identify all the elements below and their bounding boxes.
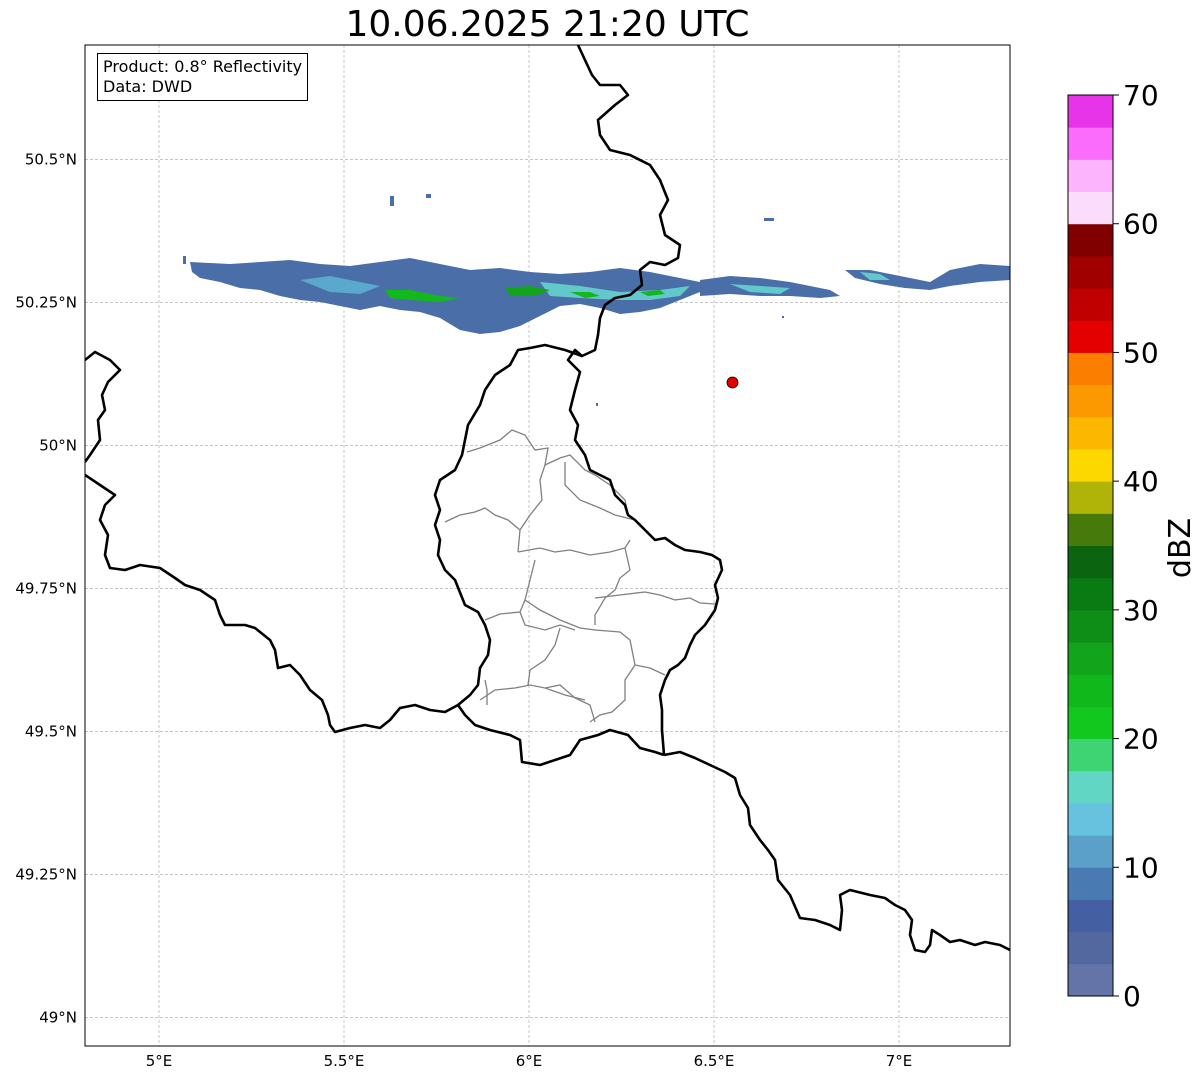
colorbar-segment <box>1068 931 1113 965</box>
product-info-box: Product: 0.8° Reflectivity Data: DWD <box>97 53 309 101</box>
echo-core-green-4 <box>640 290 665 296</box>
echo-speck <box>596 403 598 406</box>
border-lines <box>85 45 1010 954</box>
colorbar-tick-label: 70 <box>1123 79 1159 112</box>
echo-core-green-1 <box>385 290 460 302</box>
echo-speck <box>183 256 186 264</box>
map-title: 10.06.2025 21:20 UTC <box>345 4 750 45</box>
lat-tick-label: 49°N <box>39 1008 77 1026</box>
product-text: Product: 0.8° Reflectivity <box>103 57 303 76</box>
lon-tick-label: 6.5°E <box>694 1052 735 1070</box>
colorbar-segment <box>1068 770 1113 804</box>
echo-speck <box>764 218 774 221</box>
echo-core-teal-2 <box>540 282 690 300</box>
colorbar-segment <box>1068 577 1113 611</box>
lon-tick-label: 5°E <box>146 1052 173 1070</box>
colorbar-tick-label: 60 <box>1123 208 1159 241</box>
colorbar-segment <box>1068 706 1113 740</box>
echo-speck <box>426 194 431 198</box>
lat-tick-label: 50°N <box>39 436 77 454</box>
reflectivity-echoes <box>183 194 1010 406</box>
border-lu-fr <box>456 704 665 767</box>
colorbar-segment <box>1068 95 1113 128</box>
colorbar-segment <box>1068 416 1113 450</box>
colorbar-segment <box>1068 255 1113 289</box>
colorbar-tick-label: 30 <box>1123 594 1159 627</box>
echo-speck <box>782 316 784 318</box>
lat-tick-label: 49.5°N <box>25 722 77 740</box>
radar-site-marker <box>726 376 739 389</box>
longitude-tick-labels: 5°E 5.5°E 6°E 6.5°E 7°E <box>146 1052 913 1070</box>
border-fr-be <box>85 473 459 734</box>
colorbar-tick-label: 10 <box>1123 851 1159 884</box>
lat-tick-label: 50.25°N <box>15 293 77 311</box>
colorbar-segment <box>1068 191 1113 225</box>
colorbar-segment <box>1068 642 1113 675</box>
colorbar-segment <box>1068 674 1113 707</box>
echo-speck <box>390 196 394 206</box>
colorbar-segment <box>1068 223 1113 257</box>
colorbar-tick-label: 0 <box>1123 980 1141 1013</box>
lat-tick-label: 50.5°N <box>25 150 77 168</box>
colorbar-segment <box>1068 899 1113 933</box>
colorbar-segment <box>1068 545 1113 579</box>
canton-boundaries <box>444 429 716 723</box>
echo-core-green-2 <box>505 286 550 296</box>
lon-tick-label: 6°E <box>516 1052 543 1070</box>
echo-band-main <box>190 258 700 334</box>
colorbar-tick-label: 40 <box>1123 465 1159 498</box>
echo-core-teal-4 <box>860 272 890 280</box>
colorbar-segment <box>1068 481 1113 514</box>
lat-tick-label: 49.75°N <box>15 579 77 597</box>
map-frame <box>84 44 1011 1047</box>
colorbar-tick-label: 20 <box>1123 723 1159 756</box>
colorbar-segment <box>1068 320 1113 353</box>
colorbar-segment <box>1068 352 1113 386</box>
border-nl-be <box>85 350 122 463</box>
latitude-tick-labels: 49°N 49.25°N 49.5°N 49.75°N 50°N 50.25°N 50.5°… <box>15 150 77 1026</box>
colorbar-segment <box>1068 288 1113 321</box>
colorbar-segment <box>1068 867 1113 900</box>
echo-core-green-3 <box>570 292 600 298</box>
border-lu-be <box>433 343 583 706</box>
colorbar-segment <box>1068 609 1113 643</box>
colorbar-segment <box>1068 963 1113 997</box>
echo-core-teal-3 <box>730 284 790 294</box>
lon-tick-label: 7°E <box>886 1052 913 1070</box>
map-frame-bg <box>85 45 1010 1046</box>
colorbar-tick-labels: 0 10 20 30 40 50 60 70 <box>1113 79 1159 1013</box>
data-source-text: Data: DWD <box>103 77 193 96</box>
lat-tick-label: 49.25°N <box>15 865 77 883</box>
colorbar-segment <box>1068 835 1113 868</box>
lon-tick-label: 5.5°E <box>324 1052 365 1070</box>
echo-band-far-east <box>845 264 1010 290</box>
border-de-fr <box>663 750 1010 954</box>
country-borders <box>85 45 1010 954</box>
colorbar-segment <box>1068 384 1113 418</box>
border-be-de <box>566 45 724 756</box>
echo-core-teal-1 <box>300 276 380 294</box>
colorbar-segment <box>1068 513 1113 546</box>
colorbar-label: dBZ <box>1163 518 1198 578</box>
colorbar-segment <box>1068 738 1113 772</box>
colorbar-segment <box>1068 127 1113 160</box>
colorbar-segment <box>1068 802 1113 836</box>
colorbar-segment <box>1068 159 1113 193</box>
colorbar-frame <box>1067 94 1114 997</box>
colorbar-segment <box>1068 448 1113 482</box>
colorbar <box>1068 95 1113 997</box>
colorbar-tick-label: 50 <box>1123 336 1159 369</box>
